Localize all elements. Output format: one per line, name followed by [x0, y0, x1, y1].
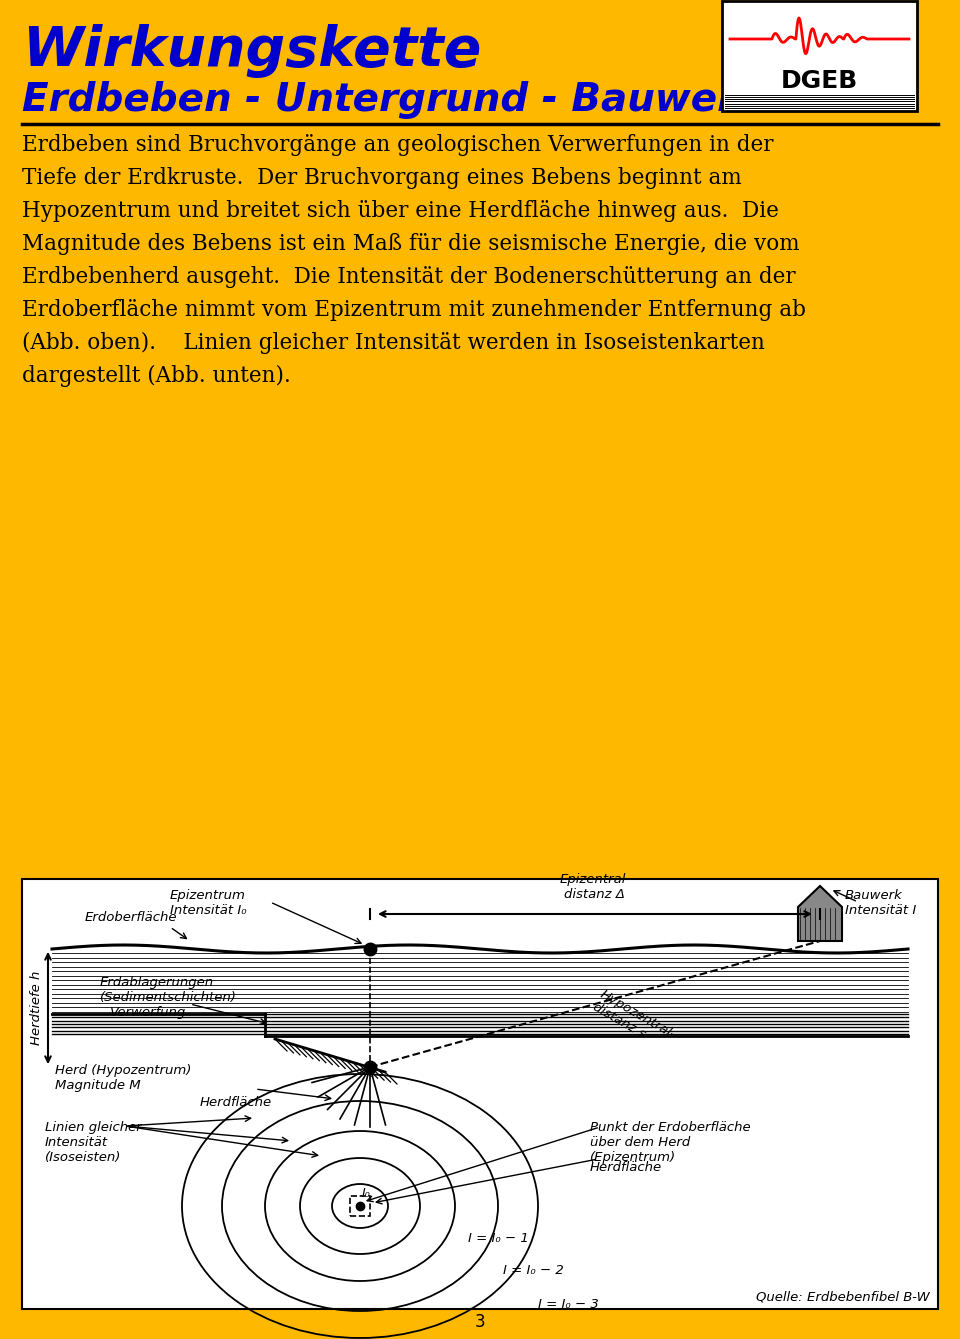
Text: (Abb. oben).    Linien gleicher Intensität werden in Isoseistenkarten: (Abb. oben). Linien gleicher Intensität …	[22, 332, 765, 353]
Text: Bauwerk
Intensität I: Bauwerk Intensität I	[845, 889, 916, 917]
Text: Hypozentral-
distanz s: Hypozentral- distanz s	[590, 988, 678, 1054]
Text: 3: 3	[474, 1314, 486, 1331]
Text: Tiefe der Erdkruste.  Der Bruchvorgang eines Bebens beginnt am: Tiefe der Erdkruste. Der Bruchvorgang ei…	[22, 167, 742, 189]
Text: Quelle: Erdbebenfibel B-W: Quelle: Erdbebenfibel B-W	[756, 1289, 930, 1303]
Text: Herdfläche: Herdfläche	[200, 1097, 272, 1109]
Text: Hypozentrum und breitet sich über eine Herdfläche hinweg aus.  Die: Hypozentrum und breitet sich über eine H…	[22, 200, 779, 222]
Text: Wirkungskette: Wirkungskette	[22, 24, 481, 78]
Text: Erdbebenherd ausgeht.  Die Intensität der Bodenerschütterung an der: Erdbebenherd ausgeht. Die Intensität der…	[22, 266, 796, 288]
Text: Magnitude des Bebens ist ein Maß für die seismische Energie, die vom: Magnitude des Bebens ist ein Maß für die…	[22, 233, 800, 254]
Text: Herdfläche: Herdfläche	[590, 1161, 662, 1174]
Text: Erdoberfläche nimmt vom Epizentrum mit zunehmender Entfernung ab: Erdoberfläche nimmt vom Epizentrum mit z…	[22, 299, 806, 321]
Text: Erdbeben - Untergrund - Bauwerk: Erdbeben - Untergrund - Bauwerk	[22, 80, 762, 119]
Text: I = I₀ − 3: I = I₀ − 3	[538, 1297, 599, 1311]
Text: I = I₀ − 1: I = I₀ − 1	[468, 1232, 529, 1244]
Bar	[722, 1, 917, 111]
Text: DGEB: DGEB	[780, 70, 858, 92]
Text: Erdablagerungen
(Sedimentschichten): Erdablagerungen (Sedimentschichten)	[100, 976, 237, 1004]
Polygon shape	[798, 886, 842, 941]
Text: Erdbeben sind Bruchvorgänge an geologischen Verwerfungen in der: Erdbeben sind Bruchvorgänge an geologisc…	[22, 134, 774, 157]
Bar	[22, 878, 938, 1310]
Text: Herd (Hypozentrum)
Magnitude M: Herd (Hypozentrum) Magnitude M	[55, 1065, 191, 1093]
Bar	[350, 1196, 370, 1216]
Text: Punkt der Erdoberfläche
über dem Herd
(Epizentrum): Punkt der Erdoberfläche über dem Herd (E…	[590, 1121, 751, 1164]
Text: Epizentral-
distanz Δ: Epizentral- distanz Δ	[560, 873, 631, 901]
Text: I₀: I₀	[362, 1186, 371, 1200]
Text: Herdtiefe h: Herdtiefe h	[30, 971, 42, 1046]
Text: Epizentrum
Intensität I₀: Epizentrum Intensität I₀	[170, 889, 247, 917]
Text: Verwerfung: Verwerfung	[110, 1006, 186, 1019]
Text: dargestellt (Abb. unten).: dargestellt (Abb. unten).	[22, 366, 291, 387]
Text: Erdoberfläche: Erdoberfläche	[85, 911, 178, 924]
Text: Linien gleicher
Intensität
(Isoseisten): Linien gleicher Intensität (Isoseisten)	[45, 1121, 142, 1164]
Text: I = I₀ − 2: I = I₀ − 2	[503, 1264, 564, 1277]
